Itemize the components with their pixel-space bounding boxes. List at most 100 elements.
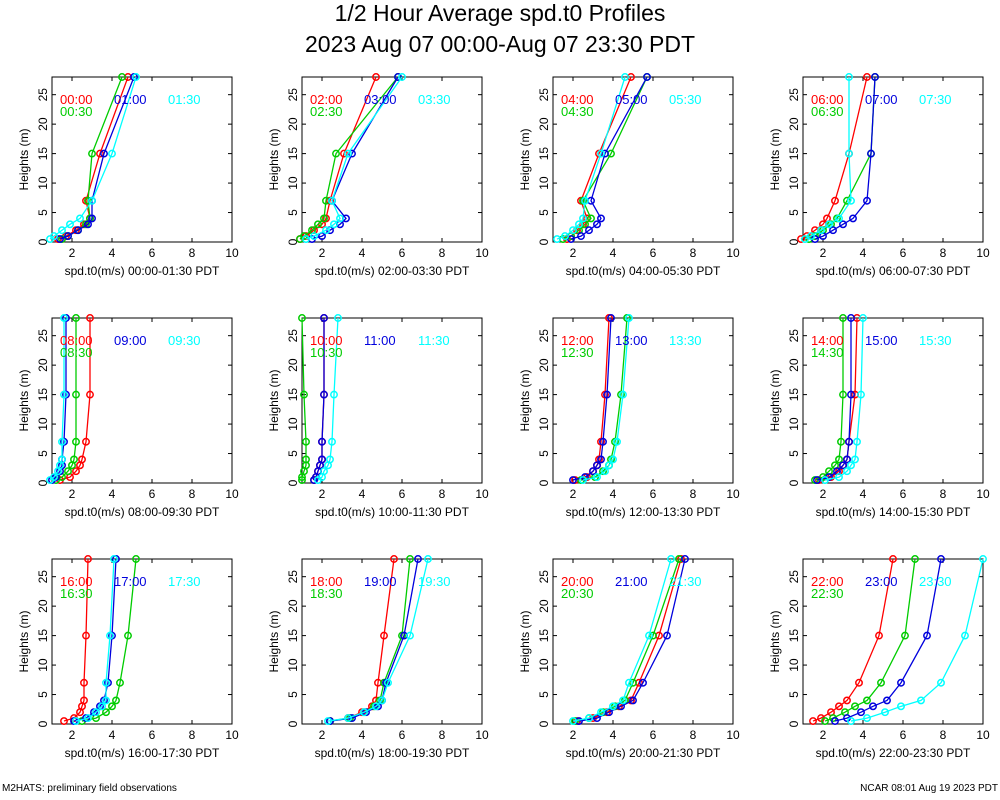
data-point [302, 437, 310, 446]
legend-label: 11:00 [364, 333, 396, 348]
legend-label: 17:30 [168, 574, 201, 589]
legend-label: 09:30 [168, 333, 201, 348]
legend-label: 13:00 [615, 333, 648, 348]
x-tick-label: 2 [570, 728, 577, 742]
data-point [340, 149, 348, 158]
y-tick-label: 15 [36, 388, 50, 402]
data-point [585, 714, 593, 723]
y-tick-label: 15 [286, 147, 300, 161]
y-tick-label: 20 [537, 117, 551, 131]
data-point [320, 467, 328, 476]
legend-label: 20:00 [561, 574, 594, 589]
legend-label: 01:00 [114, 92, 147, 107]
y-tick-label: 10 [787, 176, 801, 190]
data-point [847, 717, 855, 726]
y-tick-label: 25 [286, 570, 300, 584]
legend-label: 12:30 [561, 345, 594, 360]
x-tick-label: 10 [726, 728, 740, 742]
data-point [667, 555, 675, 563]
y-tick-label: 0 [537, 479, 551, 486]
data-point [102, 708, 110, 717]
x-axis-label: spd.t0(m/s) 16:00-17:30 PDT [65, 746, 220, 760]
data-point [847, 390, 855, 399]
y-tick-label: 15 [36, 147, 50, 161]
data-point [601, 149, 609, 158]
x-tick-label: 6 [149, 246, 156, 260]
data-point [825, 220, 833, 229]
data-point [74, 226, 82, 235]
plot-frame [552, 558, 734, 725]
plot-frame [51, 76, 233, 243]
legend-label: 23:00 [865, 574, 898, 589]
x-tick-label: 4 [359, 728, 366, 742]
data-point [324, 717, 332, 726]
y-tick-label: 10 [787, 658, 801, 672]
y-tick-label: 20 [36, 358, 50, 372]
y-tick-label: 25 [36, 570, 50, 584]
y-tick-label: 15 [36, 629, 50, 643]
data-point [597, 149, 605, 158]
x-axis-label: spd.t0(m/s) 10:00-11:30 PDT [315, 505, 470, 519]
data-point [839, 390, 847, 399]
x-tick-label: 2 [570, 487, 577, 501]
data-point [380, 631, 388, 640]
data-point [961, 631, 969, 640]
y-axis-label: Heights (m) [518, 610, 532, 672]
data-point [132, 73, 140, 81]
y-tick-label: 0 [787, 720, 801, 727]
series-line [804, 77, 852, 240]
series-line [578, 558, 686, 722]
y-tick-label: 10 [537, 417, 551, 431]
data-point [625, 314, 633, 322]
y-tick-label: 5 [36, 209, 50, 216]
x-tick-label: 6 [900, 487, 907, 501]
data-point [322, 226, 330, 235]
y-tick-label: 20 [286, 599, 300, 613]
data-point [845, 149, 853, 158]
x-tick-label: 4 [610, 487, 617, 501]
data-point [579, 476, 587, 485]
series-line [311, 76, 399, 240]
y-tick-label: 20 [787, 117, 801, 131]
data-point [314, 220, 322, 229]
data-point [575, 220, 583, 229]
legend-label: 06:00 [811, 92, 844, 107]
plot-frame [301, 558, 483, 725]
x-tick-label: 8 [940, 487, 947, 501]
data-point [84, 555, 92, 563]
data-point [845, 437, 853, 446]
profile-panel: 2 4 6 8 10 0 5 10 15 20 25 spd.t0(m/s) 18:00-19:30 … [267, 555, 489, 760]
data-point [863, 73, 871, 81]
x-tick-label: 6 [900, 728, 907, 742]
legend-label: 10:30 [310, 345, 343, 360]
data-point [70, 455, 78, 464]
data-point [881, 708, 889, 717]
data-point [569, 226, 577, 235]
legend-label: 19:00 [364, 574, 397, 589]
y-tick-label: 15 [537, 147, 551, 161]
y-axis-label: Heights (m) [17, 610, 31, 672]
data-point [813, 476, 821, 485]
series-line [572, 558, 672, 722]
y-axis-label: Heights (m) [768, 610, 782, 672]
data-point [605, 461, 613, 470]
data-point [78, 455, 86, 464]
data-point [300, 390, 308, 399]
data-point [845, 73, 853, 81]
data-point [110, 555, 118, 563]
legend-label: 18:30 [310, 586, 343, 601]
data-point [98, 702, 106, 711]
data-point [843, 455, 851, 464]
data-point [609, 455, 617, 464]
chart-subtitle: 2023 Aug 07 00:00-Aug 07 23:30 PDT [304, 31, 696, 57]
y-tick-label: 15 [537, 388, 551, 402]
x-tick-label: 8 [690, 246, 697, 260]
y-axis-label: Heights (m) [17, 128, 31, 190]
plot-frame [552, 76, 734, 243]
data-point [406, 631, 414, 640]
data-point [807, 232, 815, 241]
data-point [553, 235, 561, 244]
legend-label: 04:00 [561, 92, 594, 107]
y-tick-label: 10 [36, 417, 50, 431]
data-point [384, 678, 392, 687]
